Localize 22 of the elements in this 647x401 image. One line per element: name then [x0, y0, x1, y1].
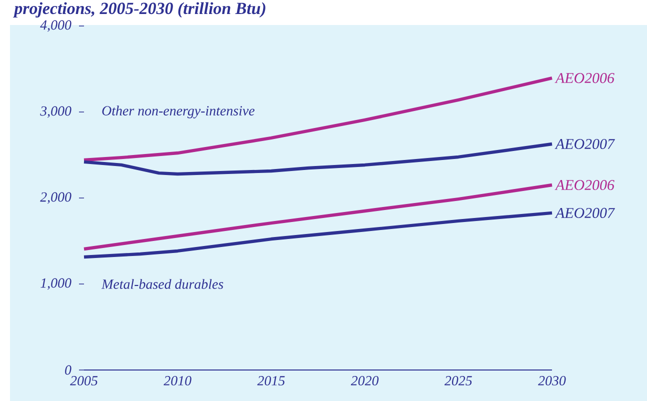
chart-title: projections, 2005-2030 (trillion Btu)	[13, 2, 266, 18]
x-tick-label: 2025	[444, 376, 472, 386]
y-tick-label: 4,000	[40, 20, 72, 32]
y-tick-label: 0	[65, 365, 72, 375]
x-tick-label: 2015	[257, 376, 285, 386]
series-label: AEO2006	[554, 180, 614, 190]
annotation: Metal-based durables	[101, 279, 224, 289]
x-tick-label: 2005	[70, 376, 98, 386]
series-label: AEO2006	[554, 72, 614, 84]
line-series	[82, 183, 554, 251]
series-label: AEO2007	[554, 208, 615, 218]
y-tick-label: 1,000	[40, 278, 72, 290]
y-tick-label: 3,000	[40, 106, 72, 118]
x-tick-label: 2010	[164, 376, 192, 386]
y-tick-label: 2,000	[40, 192, 72, 204]
series-label: AEO2007	[554, 138, 615, 150]
line-series	[82, 142, 554, 176]
x-tick-label: 2020	[350, 376, 379, 386]
line-series	[82, 76, 554, 162]
line-series	[82, 211, 554, 259]
x-tick-label: 2030	[538, 376, 566, 386]
annotation: Other non-energy-intensive	[102, 106, 255, 118]
